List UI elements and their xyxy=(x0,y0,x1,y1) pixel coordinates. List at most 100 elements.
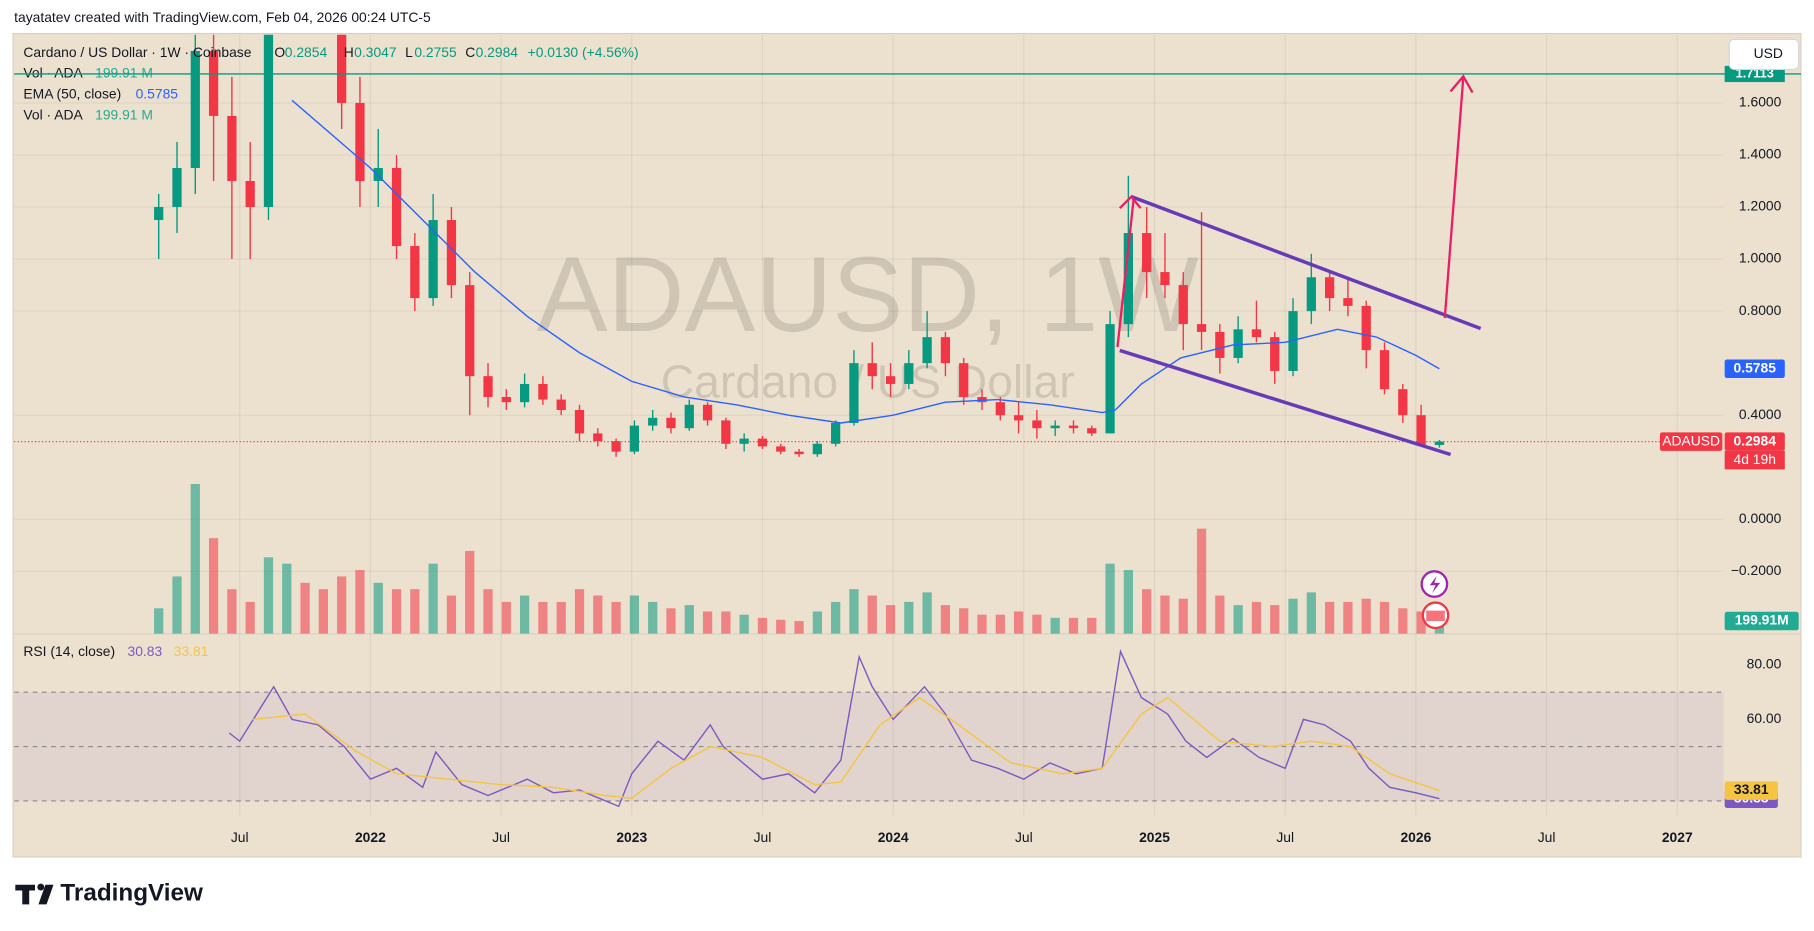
candle-body xyxy=(757,438,768,447)
rsi-legend: RSI (14, close) xyxy=(23,643,115,659)
symbol-badge-box xyxy=(1659,432,1723,451)
volume-bar xyxy=(794,621,804,634)
drawings xyxy=(1116,74,1482,630)
volume-bar xyxy=(739,614,749,634)
candle-body xyxy=(1324,277,1335,299)
volume-legend-value: 199.91 M xyxy=(95,65,153,81)
volume-bar xyxy=(1361,598,1371,634)
volume-bar xyxy=(1215,595,1225,634)
volume-bar xyxy=(1178,598,1188,634)
close-value: 0.2984 xyxy=(476,44,519,60)
rsi-line xyxy=(252,696,1440,799)
logo-dot xyxy=(37,883,45,891)
candle-body xyxy=(1434,441,1445,446)
volume-bar xyxy=(318,589,328,634)
candle-body xyxy=(977,396,987,403)
event-icon-glyph xyxy=(1429,575,1441,594)
volume-bar xyxy=(355,570,365,634)
volume-bar xyxy=(574,589,585,634)
volume-bar xyxy=(501,601,511,634)
volume-bar xyxy=(885,605,896,634)
x-tick-label: 2026 xyxy=(1400,829,1431,845)
candle-body xyxy=(1178,285,1188,325)
candle-body xyxy=(391,167,402,247)
volume-bar xyxy=(1087,617,1097,634)
volume-bar xyxy=(1233,605,1243,634)
x-tick-label: 2027 xyxy=(1662,829,1693,845)
currency-button-box[interactable] xyxy=(1728,38,1800,70)
candle-body xyxy=(1306,277,1316,312)
ema-badge: 0.5785 xyxy=(1734,359,1777,375)
candle-body xyxy=(1087,428,1097,434)
volume-bar xyxy=(1288,598,1298,634)
x-tick-label: 2023 xyxy=(616,829,647,845)
volume-bar xyxy=(977,614,987,634)
candle-body xyxy=(1379,350,1390,390)
volume-bar xyxy=(245,601,255,634)
candle-body xyxy=(739,438,749,444)
arrow-head-left xyxy=(1118,194,1142,209)
candle-body xyxy=(684,404,694,429)
candle-body xyxy=(172,167,182,208)
candle-body xyxy=(1123,233,1133,325)
rsi-legend-value: 30.83 xyxy=(128,643,163,659)
volume-bar xyxy=(940,605,951,634)
candle-body xyxy=(1233,329,1243,358)
candle-body xyxy=(611,441,621,452)
candle-body xyxy=(428,220,438,299)
ema-legend-value: 0.5785 xyxy=(136,85,179,101)
volume-bar xyxy=(428,563,438,634)
volume-legend-value: 199.91 M xyxy=(95,106,153,122)
volume-bar xyxy=(538,601,548,634)
watermark-subtitle: Cardano / US Dollar xyxy=(661,355,1075,407)
candle-body xyxy=(849,363,859,423)
volume-bar xyxy=(1270,605,1280,634)
channel-lower xyxy=(1119,348,1452,457)
ohlc-label: L xyxy=(405,44,413,60)
target-arrow xyxy=(1443,77,1465,319)
candle-body xyxy=(1196,324,1207,332)
volume-bar xyxy=(1416,611,1426,634)
candle-body xyxy=(629,425,640,452)
trend-arrow-left xyxy=(1116,198,1135,348)
candle-body xyxy=(1343,298,1353,306)
open-value: 0.2854 xyxy=(285,44,328,60)
main-pane xyxy=(14,34,1724,634)
volume-bar xyxy=(282,563,292,634)
rsi-pane xyxy=(14,633,1724,816)
x-tick-label: Jul xyxy=(492,829,510,845)
channel-upper xyxy=(1130,194,1482,331)
volume-bar xyxy=(1306,592,1316,634)
candle-body xyxy=(355,102,365,181)
volume-bar xyxy=(337,576,347,634)
x-tick-label: Jul xyxy=(1276,829,1294,845)
volume-bar xyxy=(1032,614,1042,634)
candle-body xyxy=(1361,305,1371,351)
candle-body xyxy=(227,115,237,181)
volume-bar xyxy=(465,550,475,634)
ohlc-label: H xyxy=(344,44,354,60)
close-badge: 0.2984 xyxy=(1734,432,1777,448)
volume-bar xyxy=(867,595,877,634)
volume-bar xyxy=(1160,595,1170,634)
logo-mark xyxy=(15,884,35,905)
currency-button[interactable]: USD xyxy=(1728,38,1800,70)
volume-bar xyxy=(593,595,603,634)
volume-bar xyxy=(519,595,530,634)
currency-button-label[interactable]: USD xyxy=(1754,45,1783,61)
volume-bar xyxy=(190,484,200,634)
candle-body xyxy=(648,417,658,426)
candle-body xyxy=(1032,420,1042,429)
rsi-badge: 33.81 xyxy=(1734,781,1769,797)
volume-bar xyxy=(629,595,640,634)
ohlc-label: C xyxy=(465,44,475,60)
volume-bar xyxy=(684,605,694,634)
chart-panel xyxy=(12,32,1802,858)
candle-body xyxy=(154,207,164,221)
volume-bar xyxy=(208,538,219,634)
candle-body xyxy=(940,337,951,364)
volume-bar xyxy=(556,601,566,634)
volume-bar xyxy=(922,592,932,634)
volume-bar xyxy=(391,589,402,634)
